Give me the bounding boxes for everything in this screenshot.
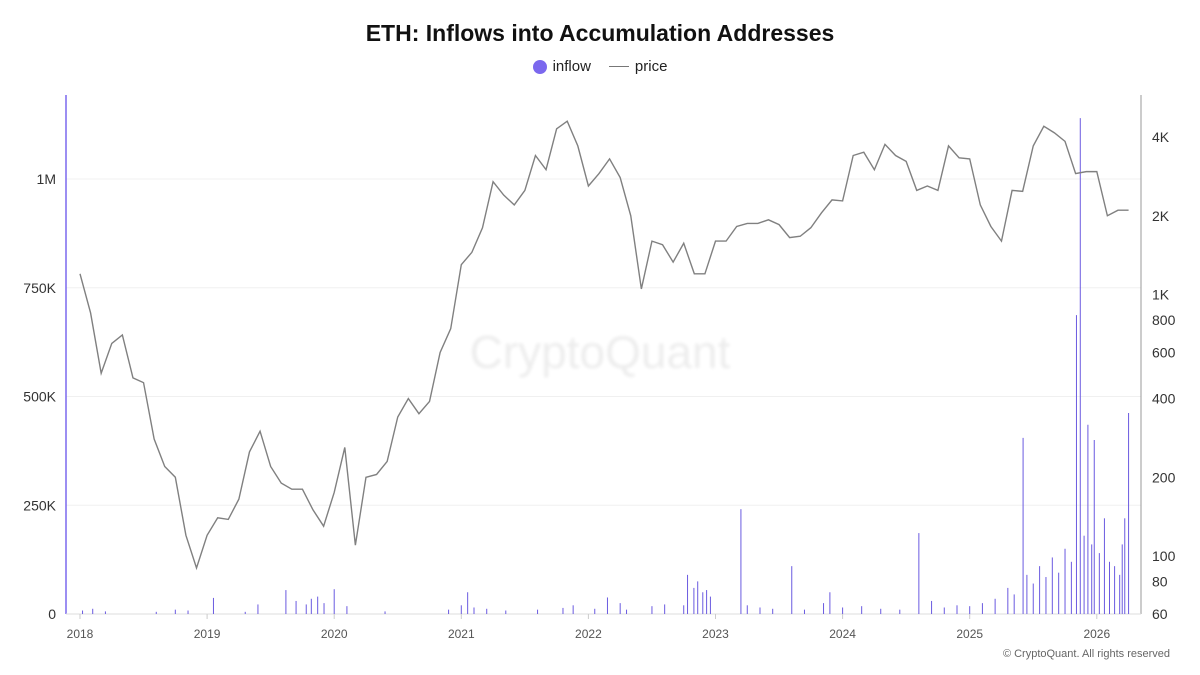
price-line-icon [608, 66, 629, 67]
y-right-tick-label: 200 [1152, 469, 1176, 485]
y-right-tick-label: 800 [1152, 312, 1176, 328]
legend-price[interactable]: price [608, 58, 668, 75]
price-line [79, 120, 1129, 571]
x-tick-label: 2019 [194, 627, 221, 641]
x-tick-label: 2024 [829, 627, 856, 641]
chart-title: ETH: Inflows into Accumulation Addresses [365, 20, 835, 46]
x-tick-label: 2022 [575, 627, 602, 641]
y-right-tick-label: 4K [1152, 129, 1170, 145]
x-tick-label: 2018 [67, 627, 94, 641]
y-left-tick-label: 750K [23, 280, 56, 296]
x-tick-label: 2023 [702, 627, 729, 641]
y-right-tick-label: 80 [1152, 573, 1168, 589]
y-right-tick-label: 600 [1152, 345, 1176, 361]
x-tick-label: 2020 [321, 627, 348, 641]
legend-inflow[interactable]: inflow [532, 58, 591, 75]
y-right-tick-label: 100 [1152, 548, 1176, 564]
inflow-dot-icon [532, 59, 547, 74]
copyright: © CryptoQuant. All rights reserved [1002, 648, 1170, 660]
y-right-tick-label: 1K [1152, 286, 1170, 302]
legend-label: price [634, 58, 668, 75]
legend: inflow price [0, 58, 1200, 75]
watermark: CryptoQuant [469, 326, 731, 378]
y-right-tick-label: 60 [1152, 606, 1168, 622]
x-tick-label: 2026 [1083, 627, 1110, 641]
y-left-tick-label: 1M [37, 171, 56, 187]
x-tick-label: 2021 [448, 627, 475, 641]
y-right-tick-label: 400 [1152, 391, 1176, 407]
y-left-tick-label: 0 [48, 606, 56, 622]
y-right-tick-label: 2K [1152, 208, 1170, 224]
y-left-tick-label: 500K [23, 389, 56, 405]
legend-label: inflow [552, 58, 591, 75]
x-tick-label: 2025 [956, 627, 983, 641]
y-left-tick-label: 250K [23, 497, 56, 513]
